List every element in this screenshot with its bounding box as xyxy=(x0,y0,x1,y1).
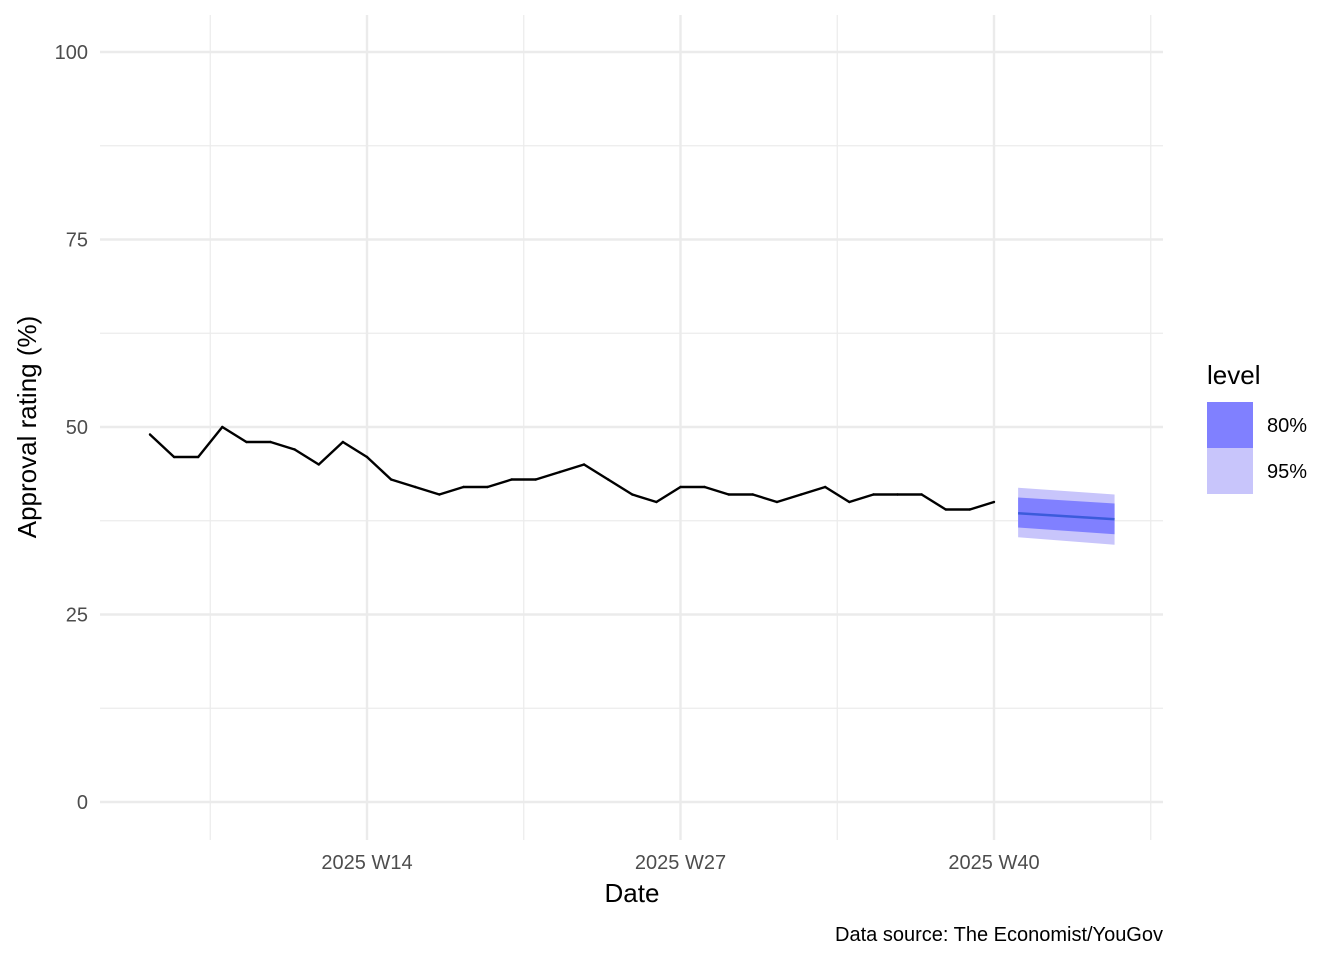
series-point xyxy=(944,508,947,511)
series-point xyxy=(992,500,996,504)
y-axis-title: Approval rating (%) xyxy=(12,316,42,539)
legend-swatch-95 xyxy=(1207,448,1253,494)
x-tick-label: 2025 W40 xyxy=(948,852,1039,874)
x-axis-tick-labels: 2025 W14 2025 W27 2025 W40 xyxy=(321,852,1039,874)
y-tick-label: 0 xyxy=(77,792,88,814)
series-point xyxy=(365,455,369,459)
series-point xyxy=(703,485,706,489)
series-point xyxy=(221,425,224,429)
approval-series-line xyxy=(149,425,995,511)
y-tick-label: 50 xyxy=(66,417,88,439)
legend-label-80: 80% xyxy=(1267,415,1307,437)
series-point xyxy=(727,493,730,496)
series-point xyxy=(486,485,489,489)
x-axis-title: Date xyxy=(605,878,660,908)
series-point xyxy=(896,493,899,496)
series-point xyxy=(799,493,803,496)
series-point xyxy=(389,478,393,481)
forecast-mean-line xyxy=(1018,512,1115,521)
series-point xyxy=(293,448,296,451)
series-point xyxy=(534,478,538,481)
y-tick-label: 100 xyxy=(55,42,88,64)
series-point xyxy=(775,500,779,504)
y-tick-label: 25 xyxy=(66,605,88,627)
series-point xyxy=(679,485,682,489)
series-point xyxy=(510,478,513,481)
series-point xyxy=(462,485,465,489)
legend-label-95: 95% xyxy=(1267,461,1307,483)
forecast-intervals xyxy=(1018,487,1115,545)
series-point xyxy=(848,500,851,504)
chart-caption: Data source: The Economist/YouGov xyxy=(835,924,1163,946)
series-point xyxy=(317,463,320,466)
series-point xyxy=(196,455,200,459)
series-point xyxy=(823,485,827,489)
major-gridlines-y xyxy=(100,50,1163,804)
y-axis-tick-labels: 0 25 50 75 100 xyxy=(55,42,88,814)
x-tick-label: 2025 W14 xyxy=(321,852,412,874)
series-point xyxy=(968,508,972,511)
major-gridlines-x xyxy=(365,15,996,840)
series-point xyxy=(751,493,755,496)
series-point xyxy=(341,440,345,444)
series-point xyxy=(148,433,152,436)
legend-swatch-80 xyxy=(1207,402,1253,448)
series-point xyxy=(438,493,441,496)
series-point xyxy=(655,500,658,504)
y-tick-label: 75 xyxy=(66,230,88,252)
series-point xyxy=(582,463,586,466)
legend-title: level xyxy=(1207,360,1260,390)
series-point xyxy=(269,440,272,444)
minor-gridlines-y xyxy=(100,145,1163,709)
series-point xyxy=(872,493,875,496)
series-point xyxy=(172,455,176,459)
series-point xyxy=(920,493,923,496)
legend: level 80% 95% xyxy=(1207,360,1307,494)
x-tick-label: 2025 W27 xyxy=(635,852,726,874)
series-point xyxy=(631,493,634,496)
series-lines xyxy=(148,425,996,511)
series-point xyxy=(414,485,417,489)
series-point xyxy=(245,440,248,444)
series-point xyxy=(558,470,562,474)
series-point xyxy=(606,478,610,481)
